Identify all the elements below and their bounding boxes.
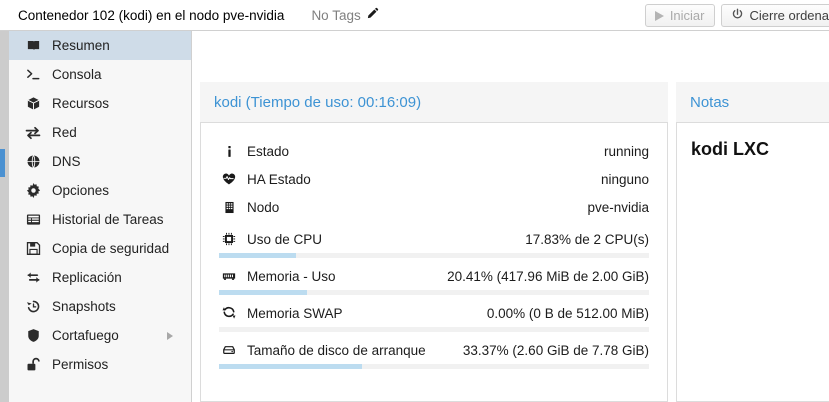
gauge-fill <box>219 290 307 295</box>
status-row-nodo: Nodo pve-nvidia <box>219 193 649 221</box>
gauge-track <box>219 364 649 369</box>
sidebar-item-label: Snapshots <box>52 299 116 314</box>
replication-sync-icon <box>23 270 43 285</box>
task-list-icon <box>23 212 43 227</box>
gauge-track <box>219 327 649 332</box>
snapshot-clock-icon <box>23 299 43 314</box>
sidebar-item-label: Historial de Tareas <box>52 212 164 227</box>
page-title: Contenedor 102 (kodi) en el nodo pve-nvi… <box>18 7 285 23</box>
gauge-fill <box>219 253 296 258</box>
notes-content: kodi LXC <box>691 139 770 159</box>
sidebar-item-consola[interactable]: Consola <box>9 60 191 89</box>
sidebar-item-resumen[interactable]: Resumen <box>9 31 191 60</box>
sidebar-item-label: Consola <box>52 67 102 82</box>
tree-selection-accent <box>0 149 5 177</box>
notes-panel-header: Notas <box>676 82 829 122</box>
backup-floppy-icon <box>23 241 43 256</box>
sidebar-item-red[interactable]: Red <box>9 118 191 147</box>
sidebar-item-label: Resumen <box>52 38 110 53</box>
status-panel-body: Estado running HA Estado ninguno Nodo pv… <box>200 122 668 402</box>
status-panel: kodi (Tiempo de uso: 00:16:09) Estado ru… <box>200 82 668 402</box>
top-bar-actions: Iniciar Cierre ordena <box>644 0 829 31</box>
shield-icon <box>23 328 43 343</box>
gauge-swap: Memoria SWAP 0.00% (0 B de 512.00 MiB) <box>219 299 649 332</box>
summary-book-icon <box>23 38 43 53</box>
gauge-label: Uso de CPU <box>247 231 323 247</box>
gauge-label: Tamaño de disco de arranque <box>247 342 426 358</box>
power-icon <box>731 8 744 24</box>
sidebar-item-label: DNS <box>52 154 81 169</box>
sidebar-item-label: Cortafuego <box>52 328 119 343</box>
gauge-disk: Tamaño de disco de arranque 33.37% (2.60… <box>219 336 649 369</box>
shutdown-button-label: Cierre ordena <box>749 8 829 23</box>
tree-rail <box>0 31 9 402</box>
status-panel-header: kodi (Tiempo de uso: 00:16:09) <box>200 82 668 122</box>
sidebar-item-label: Red <box>52 125 77 140</box>
status-row-label: HA Estado <box>247 171 311 187</box>
sidebar-item-opciones[interactable]: Opciones <box>9 176 191 205</box>
status-row-label: Estado <box>247 143 290 159</box>
status-row-value: ninguno <box>600 171 649 187</box>
network-arrows-icon <box>23 125 43 141</box>
sidebar-item-dns[interactable]: DNS <box>9 147 191 176</box>
sidebar-item-replicacion[interactable]: Replicación <box>9 263 191 292</box>
gauge-label: Memoria - Uso <box>247 268 336 284</box>
status-row-ha-estado: HA Estado ninguno <box>219 165 649 193</box>
swap-cycle-icon <box>219 306 239 320</box>
gauge-track <box>219 253 649 258</box>
play-icon <box>654 10 664 21</box>
notes-panel-body[interactable]: kodi LXC <box>676 122 829 402</box>
gauge-value: 33.37% (2.60 GiB de 7.78 GiB) <box>462 342 649 358</box>
main-content: kodi (Tiempo de uso: 00:16:09) Estado ru… <box>192 32 829 402</box>
resources-cube-icon <box>23 96 43 111</box>
notes-panel-title: Notas <box>690 93 730 111</box>
ha-heartbeat-icon <box>219 172 239 186</box>
cpu-chip-icon <box>219 232 239 246</box>
start-button[interactable]: Iniciar <box>644 4 715 27</box>
sidebar-item-label: Permisos <box>52 357 109 372</box>
gauge-value: 17.83% de 2 CPU(s) <box>525 231 649 247</box>
sidebar-item-cortafuego[interactable]: Cortafuego <box>9 321 191 350</box>
status-row-label: Nodo <box>247 199 280 215</box>
sidebar-item-snapshots[interactable]: Snapshots <box>9 292 191 321</box>
sidebar-item-label: Copia de seguridad <box>52 241 170 256</box>
tags-editor[interactable]: No Tags <box>311 7 378 23</box>
sidebar-item-label: Replicación <box>52 270 122 285</box>
top-bar: Contenedor 102 (kodi) en el nodo pve-nvi… <box>0 0 829 31</box>
status-row-value: pve-nvidia <box>587 199 649 215</box>
chevron-right-icon[interactable] <box>167 331 173 340</box>
notes-panel: Notas kodi LXC <box>676 82 829 402</box>
sidebar-item-historial-de-tareas[interactable]: Historial de Tareas <box>9 205 191 234</box>
gauge-track <box>219 290 649 295</box>
sidebar-item-label: Opciones <box>52 183 110 198</box>
gauge-value: 20.41% (417.96 MiB de 2.00 GiB) <box>447 268 649 284</box>
status-row-value: running <box>603 143 649 159</box>
gauge-memory: Memoria - Uso 20.41% (417.96 MiB de 2.00… <box>219 262 649 295</box>
shutdown-button[interactable]: Cierre ordena <box>720 4 829 27</box>
gear-icon <box>23 183 43 198</box>
sidebar: Resumen Consola Recursos Red DNS Opcione… <box>9 31 192 402</box>
start-button-label: Iniciar <box>669 8 705 23</box>
status-row-estado: Estado running <box>219 137 649 165</box>
lock-open-icon <box>23 357 43 372</box>
pencil-icon[interactable] <box>366 7 379 23</box>
node-server-icon <box>219 201 239 214</box>
status-panel-title: kodi (Tiempo de uso: 00:16:09) <box>214 93 422 111</box>
tags-label: No Tags <box>311 7 361 23</box>
info-icon <box>219 145 239 158</box>
sidebar-item-label: Recursos <box>52 96 110 111</box>
sidebar-item-copia-de-seguridad[interactable]: Copia de seguridad <box>9 234 191 263</box>
dns-globe-icon <box>23 154 43 169</box>
gauge-fill <box>219 364 363 369</box>
gauge-value: 0.00% (0 B de 512.00 MiB) <box>486 305 649 321</box>
disk-hdd-icon <box>219 343 239 357</box>
gauge-label: Memoria SWAP <box>247 305 343 321</box>
memory-ram-icon <box>219 269 239 283</box>
sidebar-item-recursos[interactable]: Recursos <box>9 89 191 118</box>
console-prompt-icon <box>23 67 43 82</box>
gauge-cpu: Uso de CPU 17.83% de 2 CPU(s) <box>219 225 649 258</box>
sidebar-item-permisos[interactable]: Permisos <box>9 350 191 379</box>
